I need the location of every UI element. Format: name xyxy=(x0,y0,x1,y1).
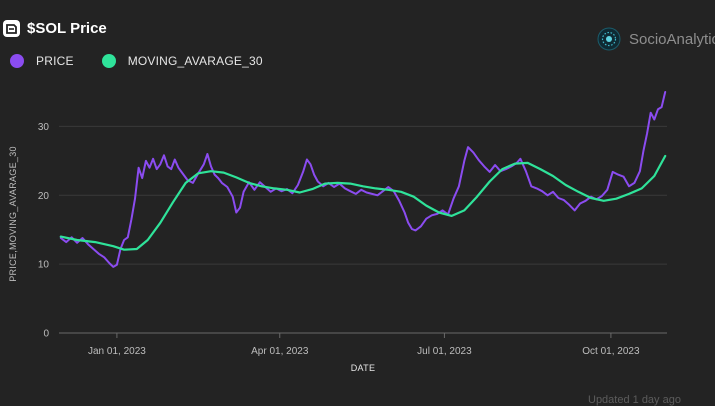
x-tick-label: Oct 01, 2023 xyxy=(582,346,640,357)
y-tick-label: 20 xyxy=(38,191,50,202)
axes: 0 10 20 30 Jan 01, 2023 Apr 01, 2023 Jul 01, 2… xyxy=(38,122,667,357)
grid-lines xyxy=(59,125,667,265)
y-axis-title: PRICE,MOVING_AVARAGE_30 xyxy=(8,146,18,282)
brand-name: SocioAnalytic xyxy=(629,30,715,48)
chart-header: $SOL Price SocioAnalytic xyxy=(0,10,715,51)
y-tick-label: 30 xyxy=(38,122,50,133)
x-tick-label: Jan 01, 2023 xyxy=(88,346,146,357)
title-group: $SOL Price xyxy=(3,20,107,37)
y-tick-label: 0 xyxy=(43,329,49,340)
x-tick-label: Jul 01, 2023 xyxy=(417,346,472,357)
legend-item-price[interactable]: PRICE xyxy=(10,54,74,68)
chart-logo-icon xyxy=(3,20,20,37)
legend-label-moving-average: MOVING_AVARAGE_30 xyxy=(127,54,263,68)
legend-label-price: PRICE xyxy=(36,54,74,68)
moving-average-series-line[interactable] xyxy=(59,154,667,251)
brand-logo-icon xyxy=(597,27,621,51)
x-tick-label: Apr 01, 2023 xyxy=(251,346,309,357)
chart-title: $SOL Price xyxy=(27,20,107,37)
y-tick-label: 10 xyxy=(38,260,50,271)
legend-item-moving-average[interactable]: MOVING_AVARAGE_30 xyxy=(101,54,263,68)
legend-swatch-price xyxy=(10,54,24,68)
updated-note: Updated 1 day ago xyxy=(588,394,681,406)
x-axis-title: DATE xyxy=(351,363,376,373)
price-series-line[interactable] xyxy=(59,91,667,268)
legend-swatch-moving-average xyxy=(101,54,116,68)
series xyxy=(59,91,667,268)
legend: PRICE MOVING_AVARAGE_30 xyxy=(10,54,291,68)
brand[interactable]: SocioAnalytic xyxy=(597,27,715,51)
